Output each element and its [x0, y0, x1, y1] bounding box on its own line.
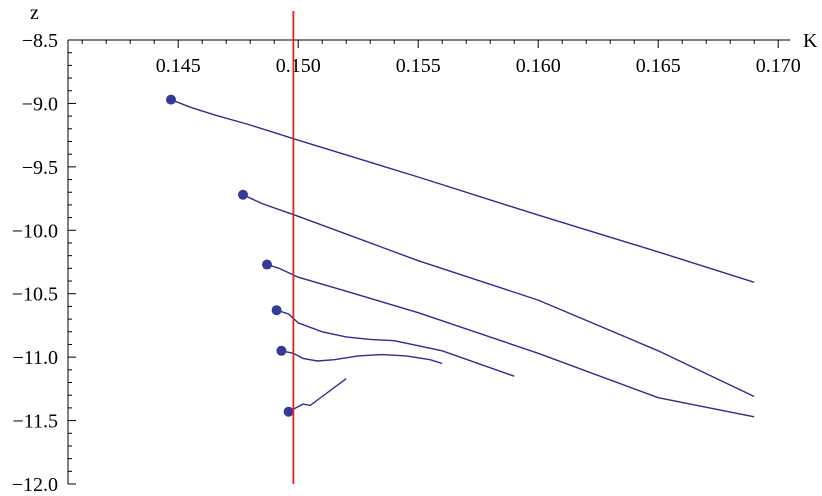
y-tick-label: −9.5	[22, 157, 58, 179]
x-tick-label: 0.165	[636, 55, 681, 77]
y-tick-label: −12.0	[12, 474, 58, 496]
series-start-point-5	[276, 345, 287, 356]
series-start-point-1	[166, 94, 176, 105]
series-start-point-3	[262, 259, 272, 270]
y-tick-label: −10.0	[12, 220, 58, 242]
series-start-point-6	[283, 406, 294, 417]
axes: 0.145 0.150 0.155 0.160 0.165 0.170 −8.5 −9.0 −9…	[12, 30, 801, 496]
y-axis-label: z	[30, 2, 39, 24]
x-tick-label: 0.150	[276, 55, 321, 77]
y-tick-label: −11.0	[12, 347, 58, 369]
y-tick-label: −9.0	[22, 93, 58, 115]
series-line-5	[281, 350, 443, 365]
series-layer	[166, 94, 755, 418]
x-axis-label: K	[803, 30, 818, 52]
series-start-point-2	[238, 189, 248, 200]
x-tick-label: 0.155	[396, 55, 441, 77]
series-line-4	[276, 309, 515, 377]
series-line-3	[266, 263, 755, 418]
series-line-6	[288, 378, 347, 413]
y-tick-label: −11.5	[12, 411, 58, 433]
x-tick-label: 0.160	[516, 55, 561, 77]
x-tick-label: 0.170	[756, 55, 801, 77]
series-line-1	[170, 98, 755, 283]
series-start-point-4	[271, 305, 282, 316]
x-tick-label: 0.145	[156, 55, 201, 77]
y-tick-label: −10.5	[12, 284, 58, 306]
y-tick-label: −8.5	[22, 30, 58, 52]
series-line-2	[242, 194, 755, 398]
